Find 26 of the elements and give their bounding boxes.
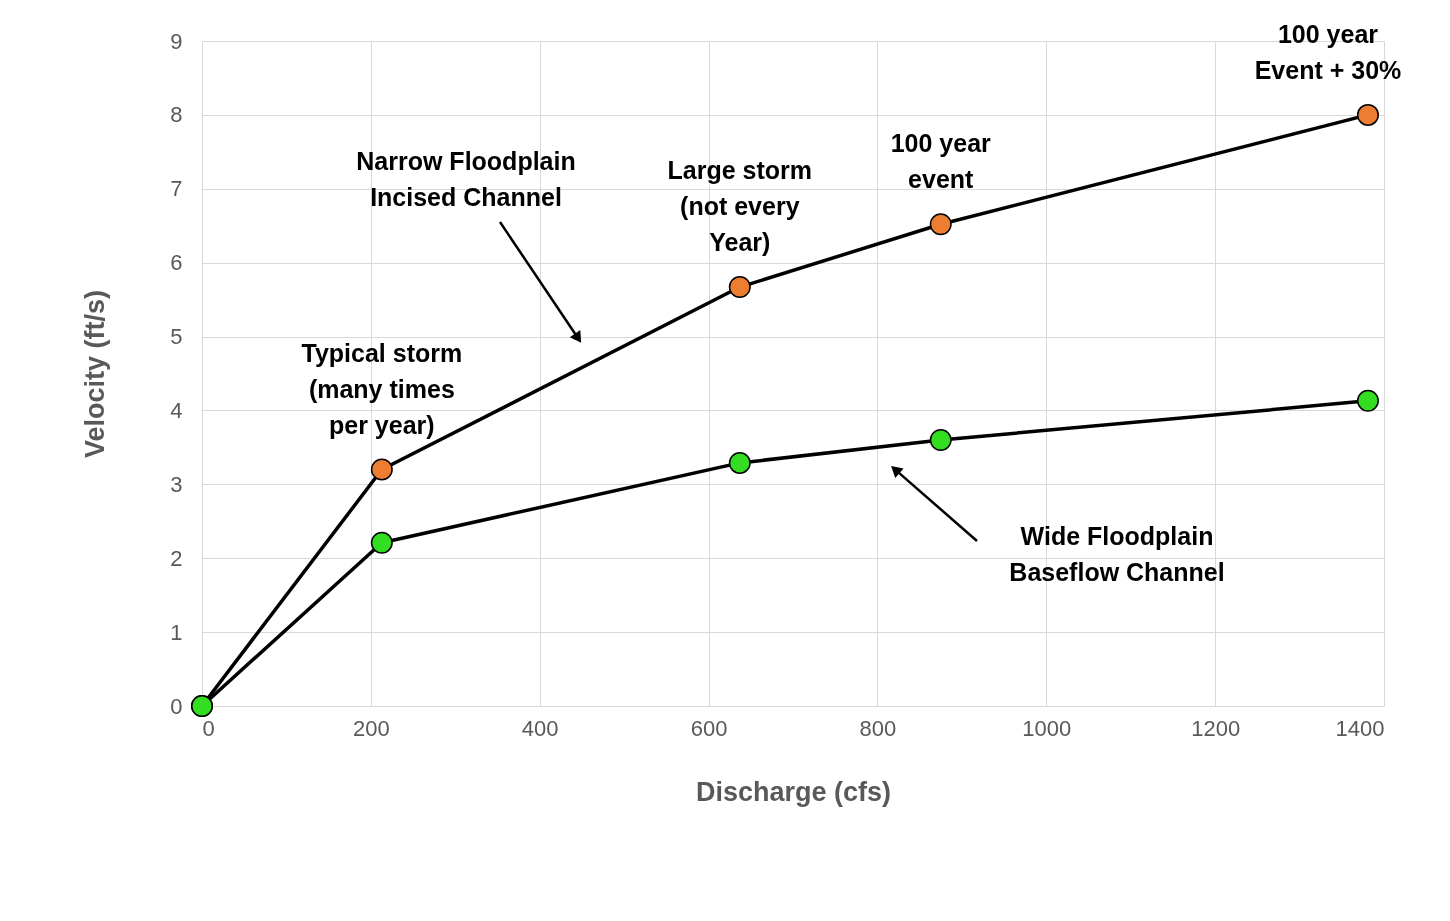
y-tick-label: 5 [170,324,183,350]
x-tick-label: 1000 [1022,715,1072,741]
y-tick-label: 8 [170,102,183,128]
y-tick-label: 1 [170,619,183,645]
annotation: Typical storm (many times per year) [301,338,463,439]
annotation: Narrow Floodplain Incised Channel [356,147,576,211]
annotation: 100 year Event + 30% [1254,19,1402,84]
annotation: 100 year event [890,129,992,194]
x-tick-label: 600 [690,715,728,741]
y-tick-label: 4 [170,397,183,423]
x-tick-label: 200 [353,715,390,741]
x-axis-title: Discharge (cfs) [695,776,892,807]
x-tick-label: 1200 [1191,715,1241,741]
x-tick-label: 800 [859,715,897,741]
y-tick-label: 9 [170,28,183,54]
x-tick-label: 1400 [1335,715,1385,741]
x-tick-label: 400 [521,715,559,741]
x-tick-label: 0 [202,715,215,741]
y-tick-label: 2 [170,545,183,571]
y-tick-label: 6 [170,250,183,276]
annotation: Large storm (not every Year) [667,156,813,257]
y-tick-label: 7 [170,176,183,202]
y-tick-label: 0 [170,693,183,719]
y-tick-label: 3 [170,471,183,497]
y-axis-title: Velocity (ft/s) [80,289,111,459]
annotation: Wide Floodplain Baseflow Channel [1009,522,1225,586]
